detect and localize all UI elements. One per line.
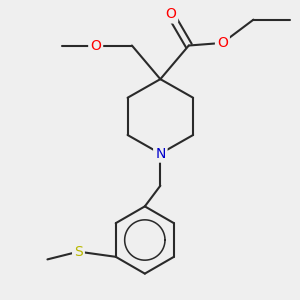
Text: S: S	[74, 244, 83, 259]
Text: O: O	[90, 38, 101, 52]
Text: O: O	[165, 8, 176, 22]
Text: O: O	[217, 36, 228, 50]
Text: N: N	[155, 147, 166, 160]
